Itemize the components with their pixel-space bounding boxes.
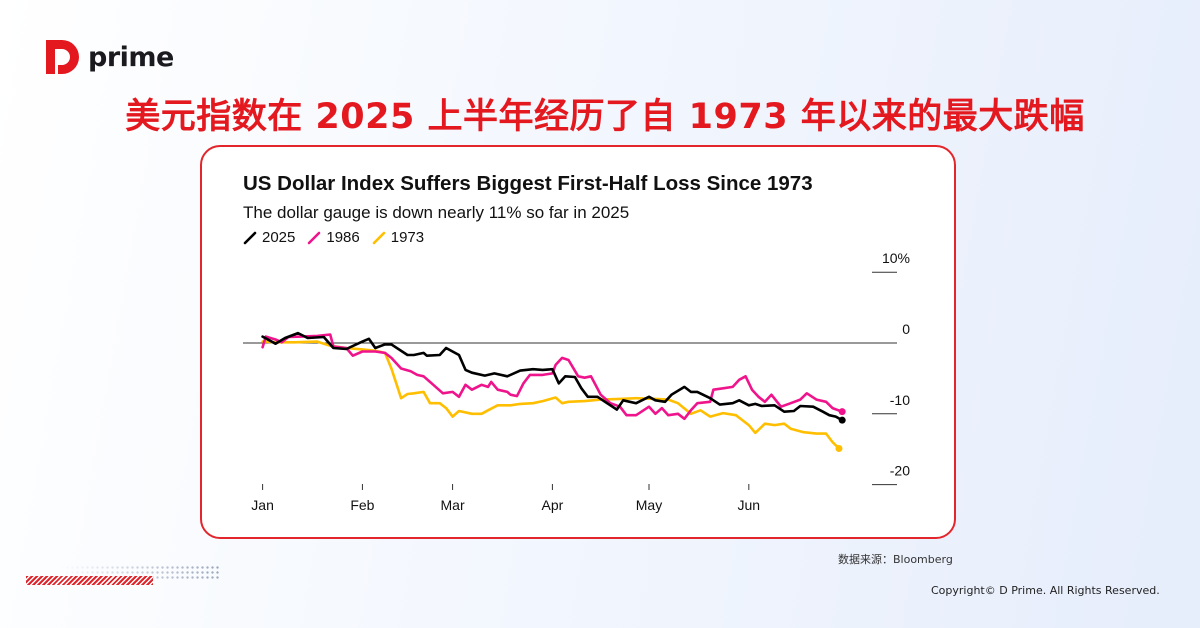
x-tick-label: Jun — [738, 497, 761, 513]
legend-item-1986: 1986 — [307, 229, 360, 246]
chart-card — [200, 145, 956, 539]
legend-label: 2025 — [262, 229, 296, 246]
y-tick-label: 0 — [902, 321, 910, 337]
series-line-1986 — [261, 333, 844, 421]
legend-swatch-icon — [308, 231, 321, 244]
x-tick-label: Jan — [251, 497, 274, 513]
legend-item-1973: 1973 — [372, 229, 424, 246]
copyright: Copyright© D Prime. All Rights Reserved. — [931, 584, 1160, 597]
legend-swatch-icon — [243, 231, 257, 244]
chart-legend: 2025 1986 1973 — [243, 229, 424, 246]
legend-label: 1973 — [390, 229, 425, 246]
d-prime-logo-icon — [46, 40, 79, 74]
legend-swatch-icon — [372, 231, 386, 244]
series-end-marker-2025 — [838, 416, 846, 424]
x-tick-label: Feb — [350, 497, 374, 513]
chart-title: US Dollar Index Suffers Biggest First-Ha… — [243, 172, 813, 195]
brand-logo: prime — [42, 38, 174, 76]
data-source: 数据来源：Bloomberg — [838, 553, 953, 566]
legend-label: 1986 — [326, 229, 360, 246]
series-line-1973 — [261, 340, 841, 450]
series-line-2025 — [261, 331, 844, 422]
series-end-marker-1973 — [835, 444, 843, 452]
x-tick-label: May — [636, 497, 662, 513]
y-tick-label: -20 — [890, 463, 910, 479]
decorative-stripe — [26, 576, 153, 585]
x-tick-label: Mar — [441, 497, 465, 513]
headline: 美元指数在 2025 上半年经历了自 1973 年以来的最大跌幅 — [125, 97, 1085, 137]
y-tick-label: -10 — [890, 392, 910, 408]
x-tick-label: Apr — [542, 497, 564, 513]
y-tick-label: 10% — [882, 250, 910, 266]
legend-item-2025: 2025 — [243, 229, 295, 246]
chart-subtitle: The dollar gauge is down nearly 11% so f… — [243, 203, 630, 222]
series-end-marker-1986 — [838, 408, 846, 416]
brand-name: prime — [88, 41, 174, 73]
